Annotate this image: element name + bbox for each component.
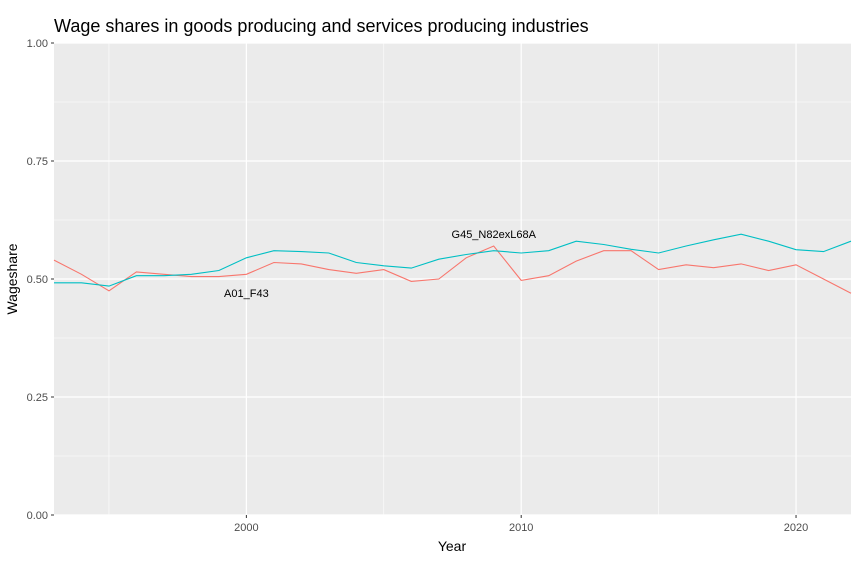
x-tick-label: 2020: [784, 522, 808, 534]
series-line-A01_F43: [53, 245, 852, 294]
gridlines: [54, 42, 851, 516]
y-tick-label: 0.50: [27, 274, 48, 286]
series-lines: [53, 233, 852, 294]
y-tick-label: 1.00: [27, 38, 48, 50]
x-tick-label: 2010: [509, 522, 533, 534]
chart-title: Wage shares in goods producing and servi…: [54, 16, 589, 36]
y-axis: 0.00 0.25 0.50 0.75 1.00: [27, 38, 54, 522]
y-tick-label: 0.75: [27, 156, 48, 168]
x-axis-title: Year: [438, 538, 467, 554]
series-label: G45_N82exL68A: [452, 229, 537, 241]
annotations: A01_F43 G45_N82exL68A: [224, 229, 537, 300]
y-axis-title: Wageshare: [4, 243, 20, 314]
x-axis: 2000 2010 2020: [234, 515, 808, 534]
x-tick-label: 2000: [234, 522, 258, 534]
y-tick-label: 0.25: [27, 392, 48, 404]
series-line-G45_N82exL68A: [54, 233, 852, 287]
y-tick-label: 0.00: [27, 510, 48, 522]
series-label: A01_F43: [224, 288, 269, 300]
